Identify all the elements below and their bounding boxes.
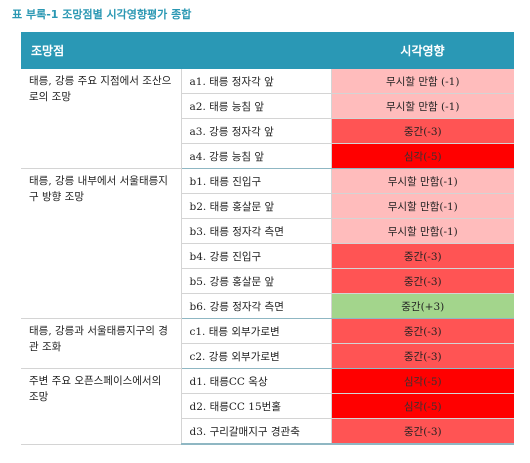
- viewpoint-cell: b1. 태릉 진입구: [181, 168, 332, 194]
- viewpoint-cell: c1. 태릉 외부가로변: [181, 318, 332, 344]
- header-impact: 시각영향: [331, 32, 514, 69]
- viewpoint-cell: a3. 강릉 정자각 앞: [181, 118, 332, 144]
- table-row: b5. 강릉 홍살문 앞 중간(-3): [21, 268, 514, 294]
- impact-cell: 무시할 만함 (-1): [331, 69, 514, 94]
- impact-cell: 중간(-3): [331, 268, 514, 294]
- viewpoint-cell: a2. 태릉 능침 앞: [181, 93, 332, 119]
- table-row: b4. 강릉 진입구 중간(-3): [21, 243, 514, 269]
- group-label: 주변 주요 오픈스페이스에서의 조망: [21, 368, 182, 445]
- viewpoint-cell: d3. 구리갈매지구 경관축: [181, 418, 332, 445]
- group-label: 태릉, 강릉과 서울태릉지구의 경관 조화: [21, 318, 182, 369]
- table-row: c2. 강릉 외부가로변 중간(-3): [21, 343, 514, 369]
- impact-cell: 중간(-3): [331, 343, 514, 369]
- table-row: a4. 강릉 능침 앞 심각(-5): [21, 143, 514, 169]
- impact-cell: 중간(-3): [331, 243, 514, 269]
- header-viewpoint: 조망점: [21, 32, 331, 69]
- impact-cell: 무시할 만함 (-1): [331, 93, 514, 119]
- viewpoint-cell: d1. 태릉CC 옥상: [181, 368, 332, 394]
- group-label: 태릉, 강릉 내부에서 서울태릉지구 방향 조망: [21, 168, 182, 319]
- impact-cell: 중간(-3): [331, 318, 514, 344]
- table-body: 태릉, 강릉 주요 지점에서 조산으로의 조망 a1. 태릉 정자각 앞 무시할 만…: [21, 69, 514, 445]
- impact-cell: 심각(-5): [331, 143, 514, 169]
- viewpoint-cell: b3. 태릉 정자각 측면: [181, 218, 332, 244]
- header-row: 조망점 시각영향: [21, 32, 514, 69]
- table-row: 태릉, 강릉과 서울태릉지구의 경관 조화 c1. 태릉 외부가로변 중간(-3): [21, 318, 514, 369]
- table-row: a3. 강릉 정자각 앞 중간(-3): [21, 118, 514, 144]
- impact-cell: 심각(-5): [331, 368, 514, 394]
- table-row: d2. 태릉CC 15번홀 심각(-5): [21, 393, 514, 419]
- impact-cell: 무시할 만함(-1): [331, 193, 514, 219]
- table-row: a2. 태릉 능침 앞 무시할 만함 (-1): [21, 93, 514, 119]
- group-label: 태릉, 강릉 주요 지점에서 조산으로의 조망: [21, 69, 182, 169]
- viewpoint-cell: b4. 강릉 진입구: [181, 243, 332, 269]
- impact-cell: 무시할 만함(-1): [331, 218, 514, 244]
- impact-cell: 심각(-5): [331, 393, 514, 419]
- table-row: d3. 구리갈매지구 경관축 중간(-3): [21, 418, 514, 445]
- impact-cell: 중간(+3): [331, 293, 514, 319]
- viewpoint-cell: a4. 강릉 능침 앞: [181, 143, 332, 169]
- viewpoint-cell: a1. 태릉 정자각 앞: [181, 69, 332, 94]
- viewpoint-cell: b5. 강릉 홍살문 앞: [181, 268, 332, 294]
- table-caption: 표 부록-1 조망점별 시각영향평가 종합: [12, 8, 192, 21]
- table-row: b3. 태릉 정자각 측면 무시할 만함(-1): [21, 218, 514, 244]
- impact-cell: 무시할 만함(-1): [331, 168, 514, 194]
- viewpoint-cell: c2. 강릉 외부가로변: [181, 343, 332, 369]
- viewpoint-cell: b6. 강릉 정자각 측면: [181, 293, 332, 319]
- viewpoint-cell: b2. 태릉 홍살문 앞: [181, 193, 332, 219]
- table-row: 태릉, 강릉 주요 지점에서 조산으로의 조망 a1. 태릉 정자각 앞 무시할 만…: [21, 69, 514, 169]
- table-row: 태릉, 강릉 내부에서 서울태릉지구 방향 조망 b1. 태릉 진입구 무시할 만함…: [21, 168, 514, 319]
- table-row: 주변 주요 오픈스페이스에서의 조망 d1. 태릉CC 옥상 심각(-5): [21, 368, 514, 445]
- table-row: b6. 강릉 정자각 측면 중간(+3): [21, 293, 514, 319]
- table-row: b2. 태릉 홍살문 앞 무시할 만함(-1): [21, 193, 514, 219]
- impact-cell: 중간(-3): [331, 418, 514, 445]
- visual-impact-table: 조망점 시각영향 태릉, 강릉 주요 지점에서 조산으로의 조망 a1. 태릉 정…: [21, 32, 514, 445]
- viewpoint-cell: d2. 태릉CC 15번홀: [181, 393, 332, 419]
- impact-cell: 중간(-3): [331, 118, 514, 144]
